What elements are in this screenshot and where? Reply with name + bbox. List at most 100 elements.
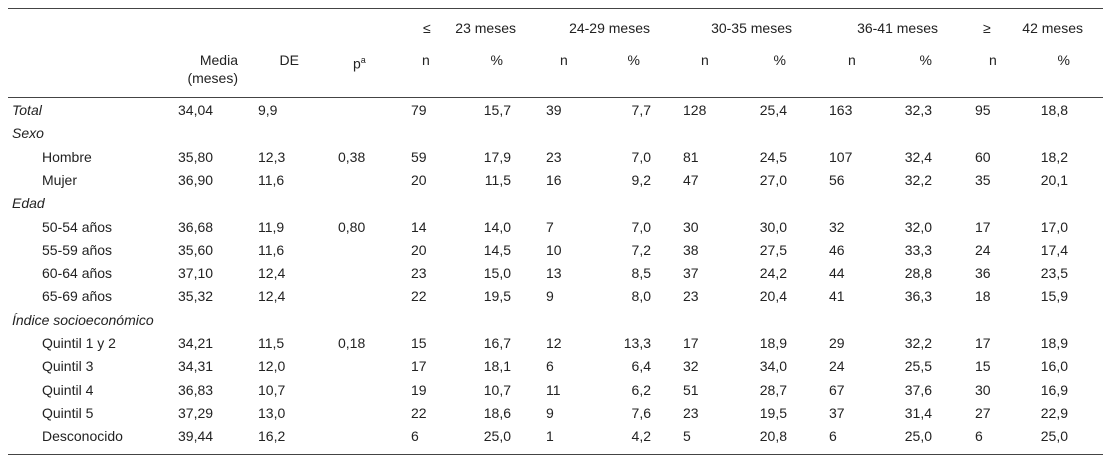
cell: 36,83 <box>178 381 214 398</box>
row-label: 50-54 años <box>42 218 113 235</box>
cell: 13 <box>546 265 562 282</box>
column-header: n <box>989 52 997 68</box>
cell: 20,1 <box>1040 171 1068 188</box>
cell: 22 <box>411 404 427 421</box>
rule <box>8 97 1103 98</box>
column-header: pa <box>353 55 366 72</box>
cell: 36,3 <box>904 288 932 305</box>
cell: 18,9 <box>759 335 787 351</box>
cell: 30 <box>683 218 699 235</box>
cell: 37 <box>683 265 699 282</box>
group-header: ≤ <box>423 20 431 36</box>
cell: 20,8 <box>759 428 787 445</box>
cell: 34,0 <box>759 358 787 375</box>
cell: 18,6 <box>483 404 511 421</box>
cell: 6 <box>829 428 837 445</box>
row-label: Quintil 3 <box>42 358 94 375</box>
group-header: 24-29 meses <box>569 20 650 36</box>
cell: 37 <box>829 404 845 421</box>
cell: 11,5 <box>484 171 511 188</box>
cell: 32 <box>683 358 699 375</box>
cell: 13,3 <box>623 335 651 351</box>
cell: 10 <box>546 241 562 258</box>
cell: 24,5 <box>759 148 787 165</box>
cell: 35 <box>975 171 991 188</box>
cell: 13,0 <box>258 404 286 421</box>
row-label: Quintil 4 <box>42 381 94 398</box>
cell: 0,38 <box>338 148 366 165</box>
group-header: 42 meses <box>1022 20 1083 36</box>
cell: 17 <box>411 358 427 375</box>
cell: 47 <box>683 171 699 188</box>
cell: 0,18 <box>338 335 366 351</box>
cell: 18,1 <box>483 358 511 375</box>
cell: 128 <box>683 102 707 118</box>
cell: 19 <box>411 381 427 398</box>
cell: 16,2 <box>258 428 286 445</box>
superscript: a <box>360 55 366 65</box>
cell: 23 <box>683 404 699 421</box>
cell: 39,44 <box>178 428 214 445</box>
cell: 9 <box>546 404 554 421</box>
cell: 4,2 <box>631 428 651 445</box>
cell: 23 <box>683 288 699 305</box>
cell: 7,2 <box>631 241 651 258</box>
cell: 38 <box>683 241 699 258</box>
row-label: 65-69 años <box>42 288 113 305</box>
cell: 6 <box>975 428 983 445</box>
column-header: DE <box>279 52 299 68</box>
cell: 22 <box>411 288 427 305</box>
cell: 7,0 <box>631 218 651 235</box>
cell: 30 <box>975 381 991 398</box>
cell: 12,4 <box>258 265 286 282</box>
column-header: (meses) <box>187 70 238 86</box>
column-header: n <box>701 52 709 68</box>
cell: 27 <box>975 404 991 421</box>
cell: 8,0 <box>631 288 651 305</box>
cell: 18,2 <box>1040 148 1068 165</box>
cell: 11 <box>546 381 561 398</box>
cell: 59 <box>411 148 427 165</box>
cell: 24 <box>829 358 845 375</box>
cell: 35,32 <box>178 288 214 305</box>
cell: 36,68 <box>178 218 214 235</box>
cell: 32,3 <box>904 102 932 118</box>
cell: 37,29 <box>178 404 214 421</box>
cell: 5 <box>683 428 691 445</box>
cell: 16,7 <box>483 335 511 351</box>
cell: 6,4 <box>631 358 651 375</box>
cell: 16,0 <box>1040 358 1068 375</box>
cell: 44 <box>829 265 845 282</box>
cell: 17 <box>683 335 699 351</box>
row-label: Total <box>12 102 42 118</box>
column-header: n <box>848 52 856 68</box>
cell: 27,5 <box>759 241 787 258</box>
column-header: % <box>1057 52 1070 68</box>
cell: 14,5 <box>483 241 511 258</box>
cell: 11,9 <box>258 218 285 235</box>
cell: 7,0 <box>631 148 651 165</box>
cell: 30,0 <box>759 218 787 235</box>
cell: 11,6 <box>258 241 285 258</box>
cell: 31,4 <box>904 404 932 421</box>
row-label: Quintil 5 <box>42 404 94 421</box>
cell: 79 <box>411 102 427 118</box>
cell: 7,6 <box>631 404 651 421</box>
cell: 7 <box>546 218 554 235</box>
cell: 37,6 <box>904 381 932 398</box>
cell: 32,2 <box>904 335 932 351</box>
cell: 51 <box>683 381 699 398</box>
column-header: % <box>490 52 503 68</box>
cell: 17,0 <box>1040 218 1068 235</box>
cell: 12,0 <box>258 358 286 375</box>
cell: 22,9 <box>1040 404 1068 421</box>
cell: 35,60 <box>178 241 214 258</box>
column-header: n <box>560 52 568 68</box>
cell: 23,5 <box>1040 265 1068 282</box>
cell: 17,4 <box>1040 241 1068 258</box>
cell: 18,9 <box>1040 335 1068 351</box>
cell: 25,4 <box>759 102 787 118</box>
row-label: Índice socioeconómico <box>12 311 154 328</box>
cell: 15 <box>411 335 427 351</box>
